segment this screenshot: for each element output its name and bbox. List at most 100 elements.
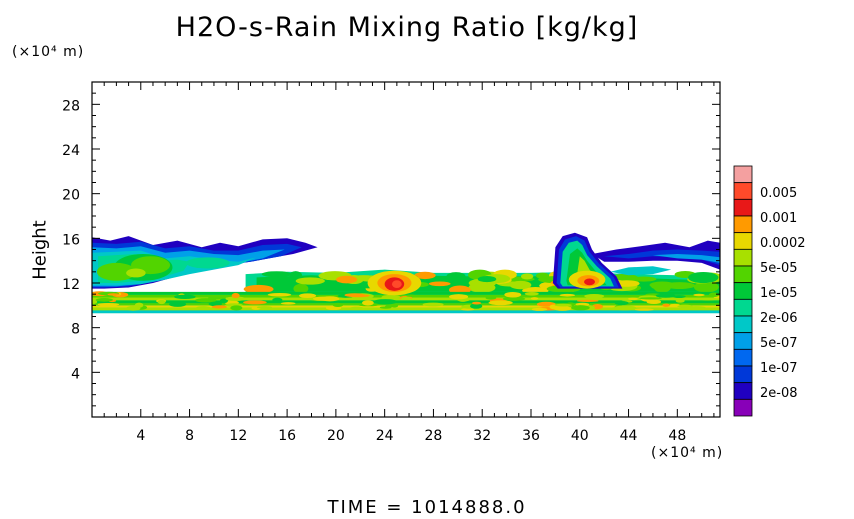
heatmap-field (92, 232, 720, 314)
heat-cell (422, 302, 444, 307)
heat-cell (524, 291, 539, 296)
x-tick-label: 44 (620, 428, 638, 444)
heat-cell (700, 297, 716, 301)
heat-cell (230, 305, 243, 311)
heat-region (604, 249, 720, 266)
heat-cell (470, 303, 483, 309)
heat-cell (362, 300, 374, 306)
heat-cell (391, 280, 402, 289)
heat-cell (267, 293, 292, 297)
colorbar-swatch (733, 165, 753, 184)
colorbar-swatch (733, 282, 753, 300)
heat-cell (531, 307, 548, 311)
x-tick-label: 36 (522, 428, 540, 444)
heat-cell (174, 294, 196, 300)
heat-cell (231, 292, 240, 299)
heat-cell (571, 305, 590, 311)
x-tick-label: 32 (473, 428, 491, 444)
heat-cell (693, 293, 705, 297)
heat-cell (92, 299, 98, 304)
heat-cell (504, 292, 522, 298)
heat-cell (381, 294, 401, 301)
colorbar-swatch (733, 215, 753, 234)
heat-cell (428, 281, 451, 287)
y-tick-label: 12 (62, 277, 80, 293)
heat-cell (95, 298, 113, 302)
heat-cell (634, 308, 654, 311)
colorbar-swatch (733, 198, 753, 217)
heat-cell (225, 296, 246, 302)
heat-cell (672, 295, 686, 299)
heat-band (92, 303, 720, 306)
x-tick-label: 12 (229, 428, 247, 444)
heat-cell (695, 274, 716, 281)
heat-cell (293, 283, 309, 294)
heat-cell (613, 305, 637, 311)
heat-band (92, 300, 720, 304)
heat-cell (530, 297, 539, 300)
colorbar-swatch (733, 248, 753, 267)
heat-cell (488, 300, 513, 306)
heat-cell (332, 302, 344, 308)
heat-region (610, 266, 672, 276)
y-tick-label: 24 (62, 143, 80, 159)
heat-cell (280, 302, 296, 305)
colorbar-swatch (733, 182, 753, 200)
heat-band (92, 307, 720, 311)
heat-cell (185, 257, 230, 269)
y-tick-label: 28 (62, 98, 80, 114)
heat-cell (261, 271, 292, 278)
heat-cell (256, 306, 273, 309)
heat-cell (336, 275, 358, 284)
y-tick-label: 4 (71, 366, 80, 382)
y-axis-unit: (×10⁴ m) (12, 44, 85, 60)
heat-cell (107, 293, 120, 296)
heat-cell (126, 268, 146, 278)
colorbar-swatch (733, 265, 753, 284)
colorbar-swatch (733, 315, 753, 334)
heat-cell (243, 300, 267, 305)
y-tick-label: 8 (71, 322, 80, 338)
x-tick-label: 8 (185, 428, 194, 444)
x-tick-label: 48 (668, 428, 686, 444)
heat-cell (385, 305, 393, 308)
heat-cell (708, 292, 720, 298)
colorbar-swatch (733, 348, 753, 367)
chart-title: H2O-s-Rain Mixing Ratio [kg/kg] (175, 12, 639, 43)
heat-cell (520, 273, 534, 280)
x-tick-label: 16 (278, 428, 296, 444)
heat-cell (196, 306, 211, 310)
heat-cell (406, 294, 416, 297)
x-tick-label: 40 (571, 428, 589, 444)
heat-cell (614, 301, 629, 306)
heat-cell (554, 303, 572, 307)
heat-cell (646, 299, 662, 305)
heat-cell (349, 306, 365, 311)
heat-cell (390, 304, 399, 308)
heat-cell (662, 303, 670, 307)
colorbar-swatch (733, 382, 753, 400)
x-tick-label: 20 (327, 428, 345, 444)
heat-cell (414, 271, 436, 280)
heat-cell (446, 272, 466, 281)
x-tick-label: 28 (425, 428, 443, 444)
heat-cell (96, 262, 136, 281)
heat-cell (97, 302, 120, 306)
x-axis-unit: (×10⁴ m) (651, 445, 724, 461)
heat-cell (168, 301, 187, 307)
colorbar-swatch (733, 298, 753, 317)
heat-cell (471, 301, 482, 305)
heat-cell (289, 271, 303, 281)
heat-cell (195, 298, 217, 303)
heat-cell (295, 277, 325, 285)
heat-cell (669, 303, 680, 307)
heat-cell (653, 282, 671, 293)
y-tick-label: 16 (62, 232, 80, 248)
heat-cell (584, 294, 605, 299)
heat-cell (320, 296, 340, 302)
heat-cell (208, 301, 223, 307)
heat-cell (663, 282, 696, 289)
heat-band (92, 305, 720, 308)
colorbar-label: 0.0002 (760, 236, 806, 251)
